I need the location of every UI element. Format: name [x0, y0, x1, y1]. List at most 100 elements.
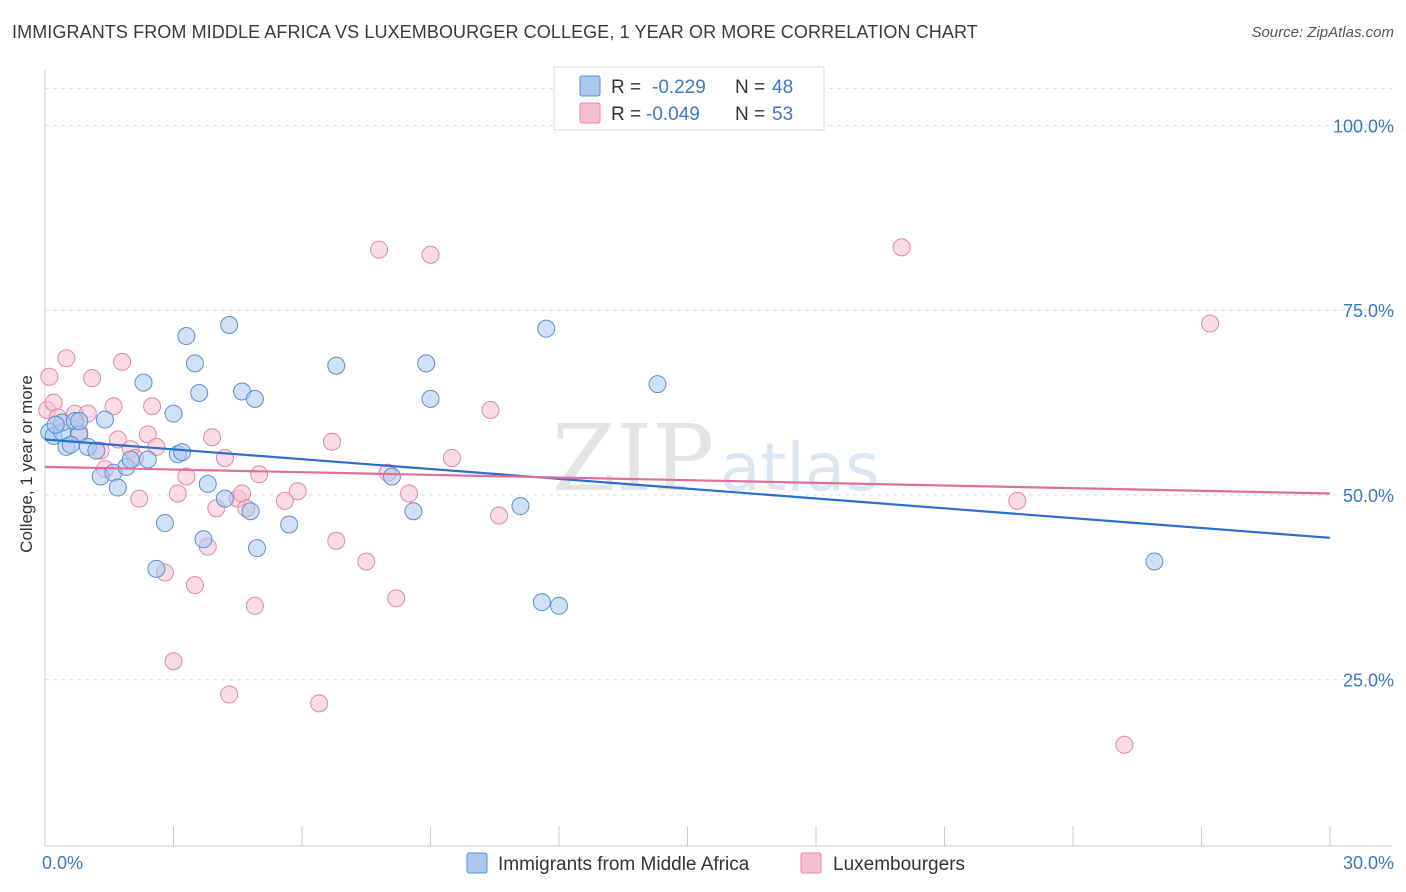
legend-n-label-2: N =	[735, 104, 765, 125]
middle-africa-points	[40, 315, 1164, 615]
middle-africa-point	[382, 467, 401, 486]
middle-africa-point	[537, 319, 556, 338]
watermark-atlas: atlas	[720, 429, 880, 506]
middle-africa-point	[185, 354, 204, 373]
y-tick-labels: 25.0% 50.0% 75.0% 100.0%	[1333, 116, 1394, 690]
middle-africa-point	[121, 450, 140, 469]
x-tick-label-min: 0.0%	[42, 853, 83, 873]
legend-n-label-1: N =	[735, 77, 765, 98]
middle-africa-point	[134, 373, 153, 392]
middle-africa-point	[220, 315, 239, 334]
middle-africa-point	[155, 514, 174, 533]
luxembourger-point	[421, 245, 440, 264]
legend-r-value-1: -0.229	[652, 77, 706, 98]
bottom-legend-label-pink: Luxembourgers	[833, 854, 965, 875]
luxembourger-point	[327, 531, 346, 550]
luxembourger-point	[168, 484, 187, 503]
luxembourger-point	[245, 596, 264, 615]
y-axis-title: College, 1 year or more	[17, 375, 36, 553]
middle-africa-point	[194, 530, 213, 549]
middle-africa-point	[164, 404, 183, 423]
luxembourger-trend-line	[44, 465, 1331, 495]
luxembourger-point	[143, 397, 162, 416]
x-tick-label-max: 30.0%	[1343, 853, 1394, 873]
middle-africa-point	[190, 383, 209, 402]
middle-africa-point	[280, 515, 299, 534]
watermark-zip: ZIP	[552, 405, 714, 512]
middle-africa-point	[147, 559, 166, 578]
legend-n-value-2: 53	[772, 104, 793, 125]
luxembourger-point	[164, 652, 183, 671]
watermark: ZIP atlas	[552, 405, 880, 512]
middle-africa-point	[648, 375, 667, 394]
luxembourger-point	[1008, 491, 1027, 510]
middle-africa-point	[173, 443, 192, 462]
chart-title: IMMIGRANTS FROM MIDDLE AFRICA VS LUXEMBO…	[12, 22, 978, 42]
legend-n-value-1: 48	[772, 77, 793, 98]
middle-africa-point	[421, 389, 440, 408]
middle-africa-point	[511, 497, 530, 516]
luxembourger-point	[275, 491, 294, 510]
chart-source: Source: ZipAtlas.com	[1251, 24, 1394, 41]
middle-africa-point	[532, 593, 551, 612]
middle-africa-point	[46, 415, 65, 434]
luxembourger-point	[250, 465, 269, 484]
luxembourger-point	[40, 367, 59, 386]
luxembourger-point	[370, 240, 389, 259]
middle-africa-point	[241, 502, 260, 521]
luxembourger-point	[1201, 314, 1220, 333]
middle-africa-point	[550, 596, 568, 615]
luxembourger-point	[203, 428, 222, 447]
middle-africa-trend-line	[44, 438, 1331, 539]
middle-africa-point	[198, 474, 217, 493]
middle-africa-point	[138, 450, 157, 469]
luxembourger-point	[310, 694, 329, 713]
luxembourger-point	[400, 484, 419, 503]
luxembourger-point	[177, 467, 196, 486]
bottom-legend: Immigrants from Middle Africa Luxembourg…	[466, 852, 965, 875]
luxembourger-point	[442, 449, 461, 467]
y-tick-label: 75.0%	[1343, 301, 1394, 321]
middle-africa-point	[108, 478, 127, 497]
bottom-legend-swatch-pink	[800, 852, 822, 874]
legend-r-value-2: -0.049	[646, 104, 700, 125]
trend-lines	[44, 438, 1331, 539]
bottom-legend-label-blue: Immigrants from Middle Africa	[498, 854, 750, 875]
luxembourger-point	[1115, 735, 1134, 754]
legend-swatch-pink	[579, 102, 601, 124]
y-tick-label: 50.0%	[1343, 486, 1394, 506]
legend-r-label-2: R =	[611, 104, 641, 125]
middle-africa-point	[404, 502, 423, 521]
middle-africa-point	[417, 354, 436, 373]
middle-africa-point	[70, 412, 89, 431]
luxembourger-point	[387, 589, 406, 608]
top-legend: R = -0.229 N = 48 R = -0.049 N = 53	[553, 66, 825, 131]
luxembourger-point	[322, 432, 341, 451]
bottom-legend-swatch-blue	[466, 852, 488, 874]
middle-africa-point	[95, 410, 114, 429]
legend-swatch-blue	[579, 75, 601, 97]
luxembourger-point	[288, 482, 307, 501]
luxembourger-point	[104, 397, 123, 416]
middle-africa-point	[177, 327, 196, 346]
luxembourger-point	[130, 489, 149, 508]
luxembourger-point	[490, 506, 509, 525]
y-tick-label: 100.0%	[1333, 116, 1394, 136]
middle-africa-point	[327, 356, 346, 375]
luxembourger-point	[138, 425, 157, 444]
luxembourger-point	[892, 238, 911, 257]
luxembourger-point	[220, 685, 239, 704]
y-tick-label: 25.0%	[1343, 671, 1394, 691]
luxembourger-point	[481, 400, 500, 419]
middle-africa-point	[61, 435, 80, 454]
luxembourger-point	[83, 369, 102, 388]
x-tick-marks	[44, 826, 1331, 846]
middle-africa-point	[248, 539, 267, 558]
middle-africa-point	[87, 441, 106, 460]
luxembourger-point	[357, 552, 376, 571]
luxembourger-point	[113, 352, 132, 371]
luxembourger-point	[57, 349, 76, 368]
middle-africa-point	[1145, 552, 1164, 571]
middle-africa-point	[245, 389, 264, 408]
